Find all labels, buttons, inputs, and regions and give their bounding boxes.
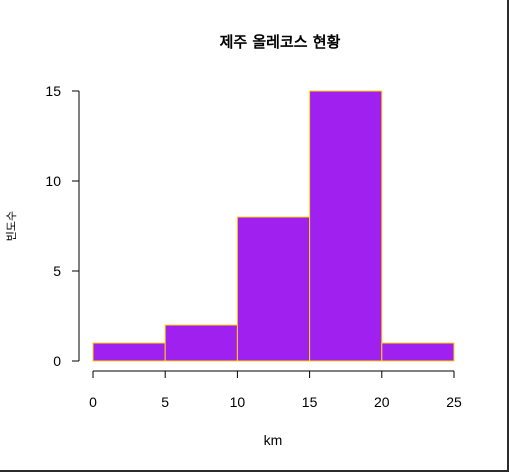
bars-group bbox=[92, 90, 455, 362]
x-axis-title: km bbox=[264, 432, 283, 448]
x-tick-label: 10 bbox=[230, 394, 246, 410]
y-axis-title: 빈도수 bbox=[5, 211, 18, 241]
y-tick-label: 0 bbox=[53, 353, 61, 369]
x-tick-label: 15 bbox=[302, 394, 318, 410]
y-tick-label: 15 bbox=[45, 83, 61, 99]
histogram-bar bbox=[164, 324, 238, 362]
x-tick-label: 5 bbox=[161, 394, 169, 410]
x-tick-label: 0 bbox=[89, 394, 97, 410]
x-axis: 0 5 10 15 20 25 bbox=[89, 370, 462, 410]
y-tick-label: 10 bbox=[45, 173, 61, 189]
histogram-bar bbox=[236, 216, 311, 362]
x-tick-label: 25 bbox=[446, 394, 462, 410]
histogram-bar bbox=[381, 342, 455, 362]
histogram-bar bbox=[309, 90, 383, 362]
histogram-bar bbox=[92, 342, 166, 362]
y-tick-label: 5 bbox=[53, 263, 61, 279]
y-axis: 0 5 10 15 bbox=[45, 83, 80, 369]
x-tick-label: 20 bbox=[374, 394, 390, 410]
chart-title: 제주 올레코스 현황 bbox=[220, 33, 341, 51]
